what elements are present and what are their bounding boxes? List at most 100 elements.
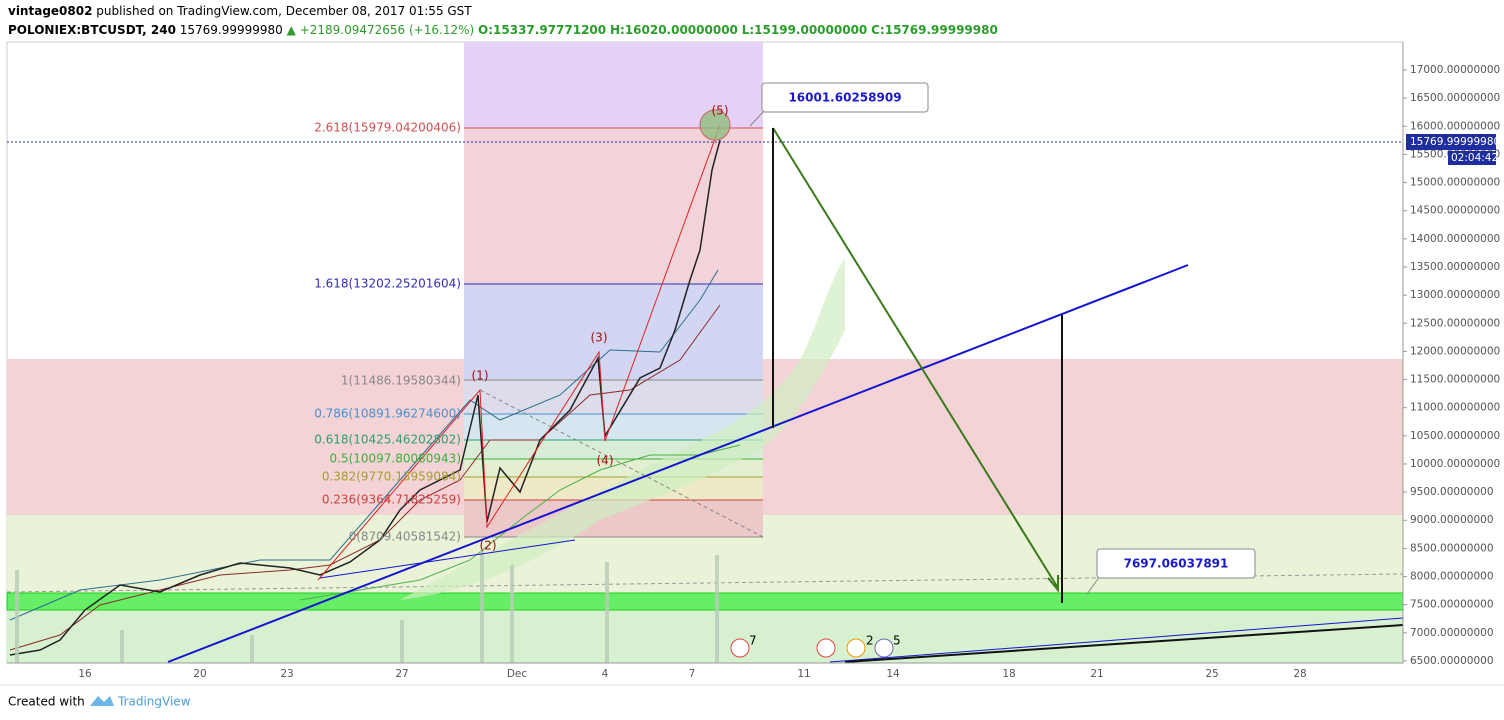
price-badge-label: 15769.99999980 — [1410, 136, 1500, 148]
price-path — [9, 139, 721, 656]
date-tick-label: 27 — [395, 668, 408, 680]
price-tick-label: 7500.00000000 — [1410, 599, 1494, 611]
price-tick-label: 17000.00000000 — [1410, 64, 1500, 76]
target-label: 7697.06037891 — [1124, 557, 1229, 571]
fib-zone — [464, 128, 763, 284]
fib-zone — [464, 284, 763, 380]
date-tick-label: 21 — [1090, 668, 1103, 680]
support-band — [6, 592, 1404, 611]
fib-label: 0.786(10891.96274600) — [314, 407, 461, 421]
date-tick-label: 7 — [689, 668, 696, 680]
event-count: 7 — [749, 634, 757, 648]
event-icon — [846, 638, 866, 658]
date-tick-label: 28 — [1293, 668, 1306, 680]
indicator — [9, 304, 721, 651]
date-tick-label: Dec — [507, 668, 528, 680]
fib-zone — [464, 380, 763, 414]
symbol: POLONIEX:BTCUSDT, 240 — [8, 23, 176, 37]
price-tick-label: 14000.00000000 — [1410, 233, 1500, 245]
price-badge — [1406, 134, 1496, 150]
trendline — [319, 539, 576, 579]
price-tick-label: 16000.00000000 — [1410, 120, 1500, 132]
callout-box — [1096, 548, 1256, 579]
brand: TradingView — [117, 695, 191, 709]
fib-label: 0.5(10097.80080943) — [329, 452, 461, 466]
fib-label: 0.382(9770.13959084) — [322, 470, 461, 484]
wave-lines — [317, 124, 721, 581]
zone — [7, 610, 1403, 663]
fib-label: 0.618(10425.46202802) — [314, 433, 461, 447]
fib-label: 1.618(13202.25201604) — [314, 277, 461, 291]
trendline — [829, 617, 1404, 663]
price-tick-label: 10000.00000000 — [1410, 458, 1500, 470]
date-tick-label: 25 — [1205, 668, 1218, 680]
published: published on TradingView.com, December 0… — [96, 4, 472, 18]
target-top: 16001.60258909 — [749, 82, 929, 127]
price-tick-label: 14500.00000000 — [1410, 205, 1500, 217]
date-tick-label: 11 — [797, 668, 810, 680]
wave-label: (1) — [472, 369, 489, 383]
price-tick-label: 11500.00000000 — [1410, 374, 1500, 386]
callout-line — [749, 109, 766, 127]
indicator — [9, 269, 719, 621]
event-icon — [874, 638, 894, 658]
ohlc-line: POLONIEX:BTCUSDT, 240 15769.99999980 ▲ +… — [8, 23, 998, 37]
fib-label: 2.618(15979.04200406) — [314, 121, 461, 135]
price-tick-label: 8000.00000000 — [1410, 571, 1494, 583]
indicator — [299, 444, 741, 601]
cloud — [400, 258, 845, 600]
price-tick-label: 16500.00000000 — [1410, 92, 1500, 104]
target-label: 16001.60258909 — [788, 91, 901, 105]
event-icon — [730, 638, 750, 658]
callout-line — [1086, 575, 1101, 595]
date-axis-labels: 16 20 23 27 Dec 4 7 11 14 18 21 25 28 — [78, 668, 1306, 680]
publisher: vintage0802 — [8, 4, 92, 18]
last: 15769.99999980 — [180, 23, 283, 37]
target-bottom: 7697.06037891 — [1086, 548, 1256, 595]
date-tick-label: 16 — [78, 668, 92, 680]
event-icon — [816, 638, 836, 658]
price-tick-label: 13000.00000000 — [1410, 289, 1500, 301]
countdown: 02:04:42 — [1451, 152, 1498, 164]
waves: (1) (2) (3) (4) (5) — [472, 104, 729, 553]
price-tick-label: 7000.00000000 — [1410, 627, 1494, 639]
price-tick-label: 10500.00000000 — [1410, 430, 1500, 442]
chart-area — [6, 41, 1404, 664]
open: O:15337.97771200 — [478, 23, 606, 37]
countdown-badge — [1448, 151, 1496, 165]
price-tick-label: 15000.00000000 — [1410, 177, 1500, 189]
price-tick-label: 6500.00000000 — [1410, 655, 1494, 667]
price-tick-label: 9000.00000000 — [1410, 514, 1494, 526]
date-tick-label: 23 — [280, 668, 293, 680]
price-tick-label: 8500.00000000 — [1410, 542, 1494, 554]
target-arrow — [772, 127, 1059, 589]
trendline — [167, 264, 1189, 663]
date-tick-label: 18 — [1002, 668, 1015, 680]
fib-label: 1(11486.19580344) — [341, 374, 461, 388]
wave-label: (5) — [712, 104, 729, 118]
footer-text: Created with — [8, 695, 85, 709]
date-tick-label: 14 — [886, 668, 900, 680]
wave-label: (4) — [597, 454, 614, 468]
high: H:16020.00000000 — [610, 23, 738, 37]
fib-labels: 2.618(15979.04200406) 1.618(13202.2520160… — [314, 121, 461, 544]
wave-5-marker — [699, 109, 731, 141]
price-tick-label: 13500.00000000 — [1410, 261, 1500, 273]
brand-logo — [90, 696, 114, 706]
price-tick-label: 11000.00000000 — [1410, 402, 1500, 414]
price-tick-label: 12500.00000000 — [1410, 317, 1500, 329]
wave-label: (3) — [591, 331, 608, 345]
events: 7 2 5 — [730, 634, 901, 658]
fib-label: 0.236(9364.71825259) — [322, 493, 461, 507]
volume — [15, 550, 719, 663]
date-tick-label: 4 — [602, 668, 609, 680]
header-line: vintage0802 published on TradingView.com… — [8, 4, 472, 18]
close: C:15769.99999980 — [871, 23, 998, 37]
event-count: 5 — [893, 634, 901, 648]
callout-box — [761, 82, 929, 113]
change: ▲ +2189.09472656 (+16.12%) — [287, 23, 475, 37]
fib-label: 0(8709.40581542) — [349, 530, 461, 544]
wave-label: (2) — [480, 539, 497, 553]
price-tick-label: 12000.00000000 — [1410, 345, 1500, 357]
